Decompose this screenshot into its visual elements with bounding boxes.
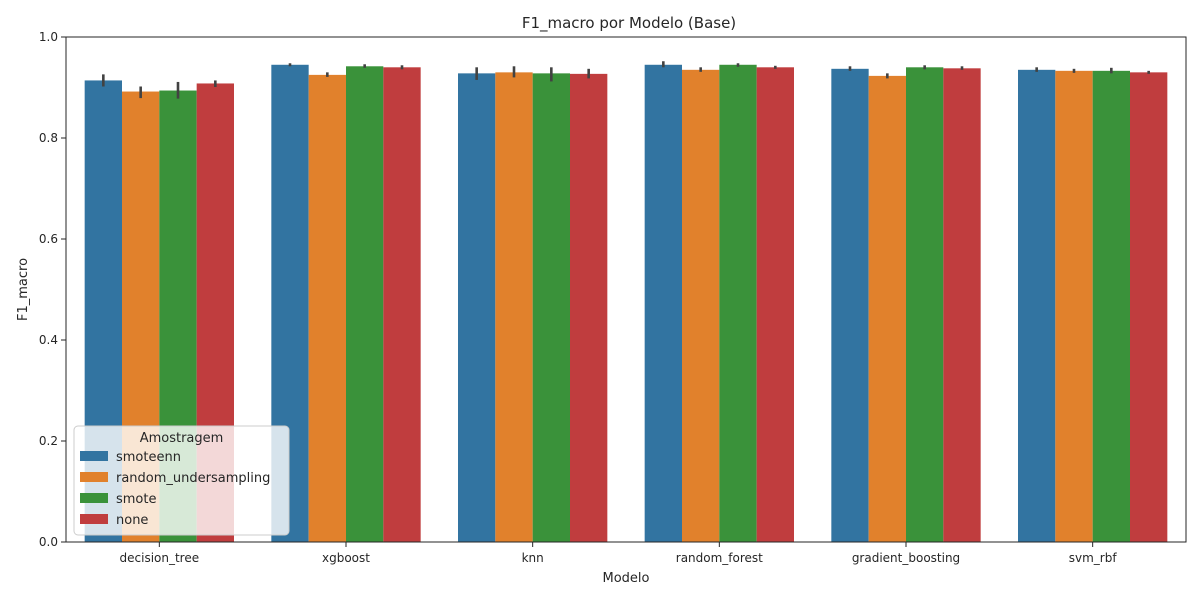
x-tick-label: random_forest: [676, 551, 763, 565]
y-tick-label: 1.0: [39, 30, 58, 44]
bar-svm_rbf-none: [1130, 72, 1168, 542]
y-tick-label: 0.4: [39, 333, 58, 347]
y-axis: 0.0 0.2 0.4 0.6 0.8 1.0: [39, 30, 66, 549]
y-tick-label: 0.0: [39, 535, 58, 549]
bar-gradient_boosting-random_undersampling: [868, 75, 906, 542]
bar-knn-none: [570, 73, 608, 543]
legend-label-random_undersampling: random_undersampling: [116, 471, 270, 486]
legend-label-smoteenn: smoteenn: [116, 450, 181, 465]
bar-svm_rbf-smoteenn: [1018, 69, 1056, 542]
bar-svm_rbf-smote: [1092, 70, 1130, 543]
bar-random_forest-random_undersampling: [682, 69, 720, 542]
bar-random_forest-smote: [719, 64, 757, 543]
x-tick-label: xgboost: [322, 551, 370, 565]
bar-xgboost-none: [383, 67, 421, 543]
legend-swatch-random_undersampling: [80, 472, 108, 482]
bar-gradient_boosting-smote: [906, 67, 944, 543]
bar-xgboost-random_undersampling: [308, 74, 346, 542]
error-bars-layer: [102, 61, 1150, 99]
bar-xgboost-smote: [346, 66, 384, 542]
legend-label-smote: smote: [116, 492, 157, 507]
chart-title: F1_macro por Modelo (Base): [522, 14, 736, 33]
x-tick-label: svm_rbf: [1069, 551, 1118, 565]
y-axis-label: F1_macro: [16, 258, 31, 321]
bar-knn-smote: [532, 73, 570, 543]
bar-svm_rbf-random_undersampling: [1055, 70, 1093, 543]
bar-knn-smoteenn: [458, 73, 496, 543]
bar-random_forest-smoteenn: [644, 64, 682, 543]
legend-title: Amostragem: [140, 431, 224, 446]
y-tick-label: 0.2: [39, 434, 58, 448]
bar-gradient_boosting-none: [943, 68, 981, 542]
legend-swatch-smoteenn: [80, 451, 108, 461]
legend-box: [73, 425, 290, 536]
bar-random_forest-none: [756, 67, 794, 543]
y-tick-label: 0.8: [39, 131, 58, 145]
bar-knn-random_undersampling: [495, 72, 533, 542]
y-tick-label: 0.6: [39, 232, 58, 246]
x-axis-label: Modelo: [603, 571, 650, 586]
bar-gradient_boosting-smoteenn: [831, 68, 869, 542]
legend-label-none: none: [116, 513, 148, 528]
legend-swatch-none: [80, 514, 108, 524]
legend: Amostragem smoteenn random_undersamplingsm…: [73, 425, 290, 536]
x-axis: decision_tree xgboost knn random_forest grad…: [120, 542, 1118, 565]
plot-frame: [65, 36, 1187, 543]
x-tick-label: gradient_boosting: [852, 551, 960, 565]
x-tick-label: knn: [522, 551, 544, 565]
legend-swatch-smote: [80, 493, 108, 503]
x-tick-label: decision_tree: [120, 551, 200, 565]
